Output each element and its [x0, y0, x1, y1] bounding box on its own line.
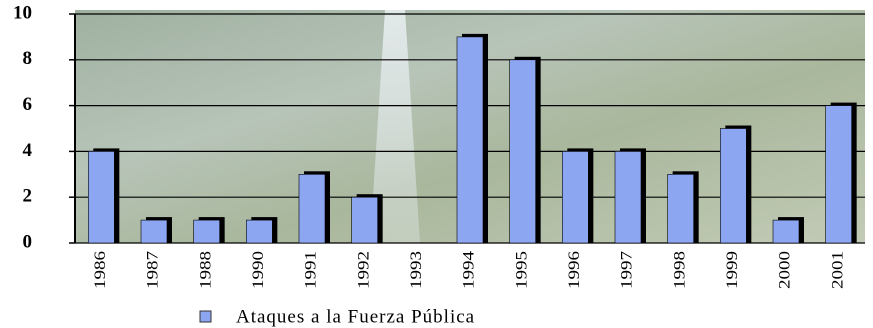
bar [667, 174, 694, 244]
bar [351, 196, 378, 244]
x-tick-label: 1998 [670, 251, 688, 289]
bar [88, 151, 115, 244]
x-tick-label: 1994 [459, 251, 477, 289]
x-tick-label: 1986 [90, 251, 108, 289]
x-tick-label: 1987 [143, 251, 161, 289]
x-tick-label: 1993 [406, 251, 424, 289]
bar [140, 219, 168, 244]
bar [246, 219, 273, 244]
bar [614, 151, 642, 244]
bar [298, 174, 326, 244]
x-tick-label: 1997 [617, 251, 635, 289]
bar [562, 151, 589, 244]
background-waterfall [370, 10, 420, 243]
bar [825, 105, 852, 244]
y-tick-label: 6 [23, 94, 33, 115]
x-tick-label: 1995 [512, 251, 530, 289]
x-tick-label: 1992 [354, 251, 372, 289]
bar [193, 219, 220, 244]
x-tick-label: 1999 [722, 251, 740, 289]
x-tick-label: 1996 [564, 251, 582, 289]
x-tick-label: 1991 [301, 251, 319, 289]
y-tick-label: 8 [23, 48, 33, 69]
bar [720, 128, 747, 244]
y-tick-label: 2 [23, 186, 33, 207]
y-tick-label: 0 [23, 231, 33, 252]
y-tick-label: 10 [13, 2, 32, 23]
x-tick-label: 1990 [248, 251, 266, 289]
y-tick-label: 4 [23, 140, 33, 161]
bar [509, 59, 536, 244]
x-tick-label: 1988 [196, 251, 214, 289]
legend-label: Ataques a la Fuerza Pública [236, 306, 475, 327]
bar [456, 36, 484, 244]
x-tick-label: 2001 [828, 251, 846, 289]
bar [772, 219, 800, 244]
x-tick-label: 2000 [775, 251, 793, 289]
legend-marker [199, 310, 212, 323]
